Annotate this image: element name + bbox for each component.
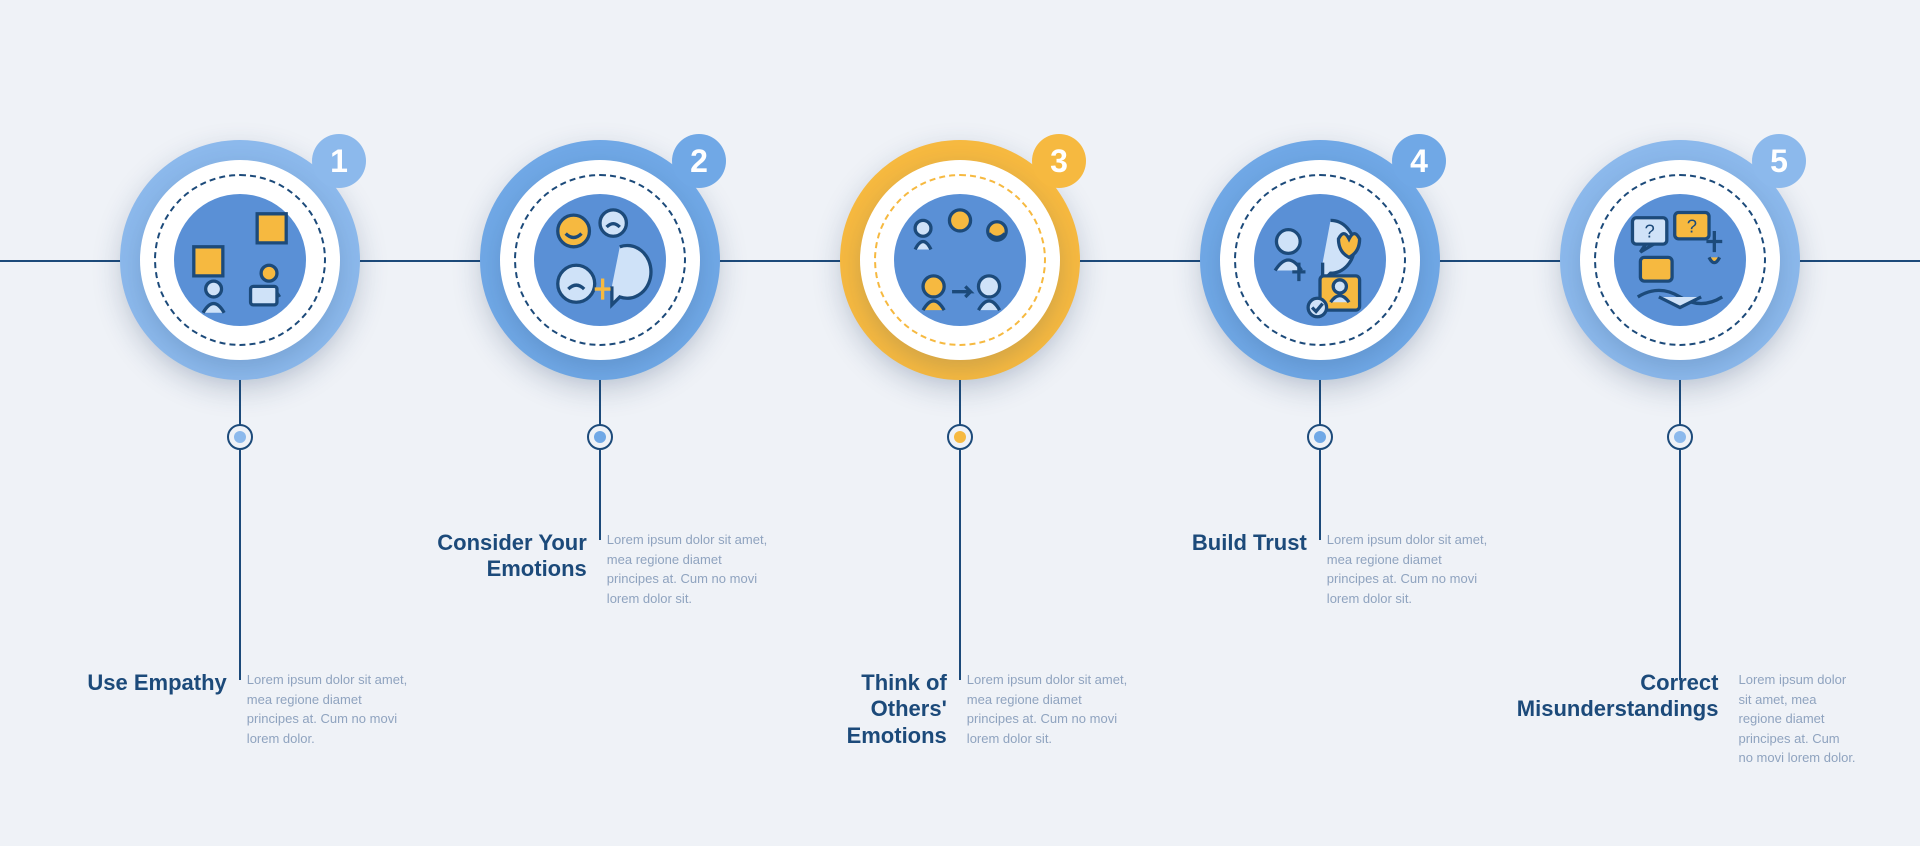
connector-dot-fill [1674, 431, 1686, 443]
step-title: Consider Your Emotions [437, 530, 587, 583]
step-circle: 1 [120, 140, 360, 380]
connector-dot [227, 424, 253, 450]
step-body: Lorem ipsum dolor sit amet, mea regione … [967, 670, 1137, 748]
trust-icon [1254, 194, 1386, 326]
step-body: Lorem ipsum dolor sit amet, mea regione … [607, 530, 777, 608]
steps-row: 1Use EmpathyLorem ipsum dolor sit amet, … [0, 140, 1920, 680]
step-title: Correct Misunderstandings [1517, 670, 1719, 723]
misunderstand-icon: ? ? [1614, 194, 1746, 326]
step-text: Consider Your Emotions Lorem ipsum dolor … [437, 530, 777, 608]
step-title: Think of Others' Emotions [797, 670, 947, 749]
step-2: 2Consider Your EmotionsLorem ipsum dolor… [480, 140, 720, 680]
connector-stem [599, 380, 601, 540]
connector-dot [1667, 424, 1693, 450]
connector-dot [587, 424, 613, 450]
step-text: Correct Misunderstandings Lorem ipsum dol… [1517, 670, 1857, 768]
step-5: ? ? 5Correct MisunderstandingsLorem ipsu… [1560, 140, 1800, 680]
empathy-icon [174, 194, 306, 326]
step-number-badge: 2 [672, 134, 726, 188]
connector-stem [1679, 380, 1681, 680]
svg-text:?: ? [1687, 215, 1697, 236]
connector-dot-fill [234, 431, 246, 443]
step-4: 4Build TrustLorem ipsum dolor sit amet, … [1200, 140, 1440, 680]
step-circle: ? ? 5 [1560, 140, 1800, 380]
connector-stem [1319, 380, 1321, 540]
step-text: Build Trust Lorem ipsum dolor sit amet, m… [1157, 530, 1497, 608]
step-1: 1Use EmpathyLorem ipsum dolor sit amet, … [120, 140, 360, 680]
step-body: Lorem ipsum dolor sit amet, mea regione … [1738, 670, 1856, 768]
connector-dot-fill [1314, 431, 1326, 443]
step-circle: 3 [840, 140, 1080, 380]
step-3: 3Think of Others' EmotionsLorem ipsum do… [840, 140, 1080, 680]
emotions-icon [534, 194, 666, 326]
connector-dot [947, 424, 973, 450]
connector-dot-fill [954, 431, 966, 443]
step-text: Use Empathy Lorem ipsum dolor sit amet, m… [77, 670, 417, 748]
step-body: Lorem ipsum dolor sit amet, mea regione … [247, 670, 417, 748]
connector-stem [239, 380, 241, 680]
svg-text:?: ? [1644, 221, 1654, 242]
step-body: Lorem ipsum dolor sit amet, mea regione … [1327, 530, 1497, 608]
step-number-badge: 3 [1032, 134, 1086, 188]
step-number-badge: 5 [1752, 134, 1806, 188]
others-icon [894, 194, 1026, 326]
step-circle: 2 [480, 140, 720, 380]
step-title: Build Trust [1157, 530, 1307, 556]
step-title: Use Empathy [77, 670, 227, 696]
step-number-badge: 4 [1392, 134, 1446, 188]
step-number-badge: 1 [312, 134, 366, 188]
connector-dot-fill [594, 431, 606, 443]
step-circle: 4 [1200, 140, 1440, 380]
step-text: Think of Others' Emotions Lorem ipsum dol… [797, 670, 1137, 749]
connector-stem [959, 380, 961, 680]
connector-dot [1307, 424, 1333, 450]
